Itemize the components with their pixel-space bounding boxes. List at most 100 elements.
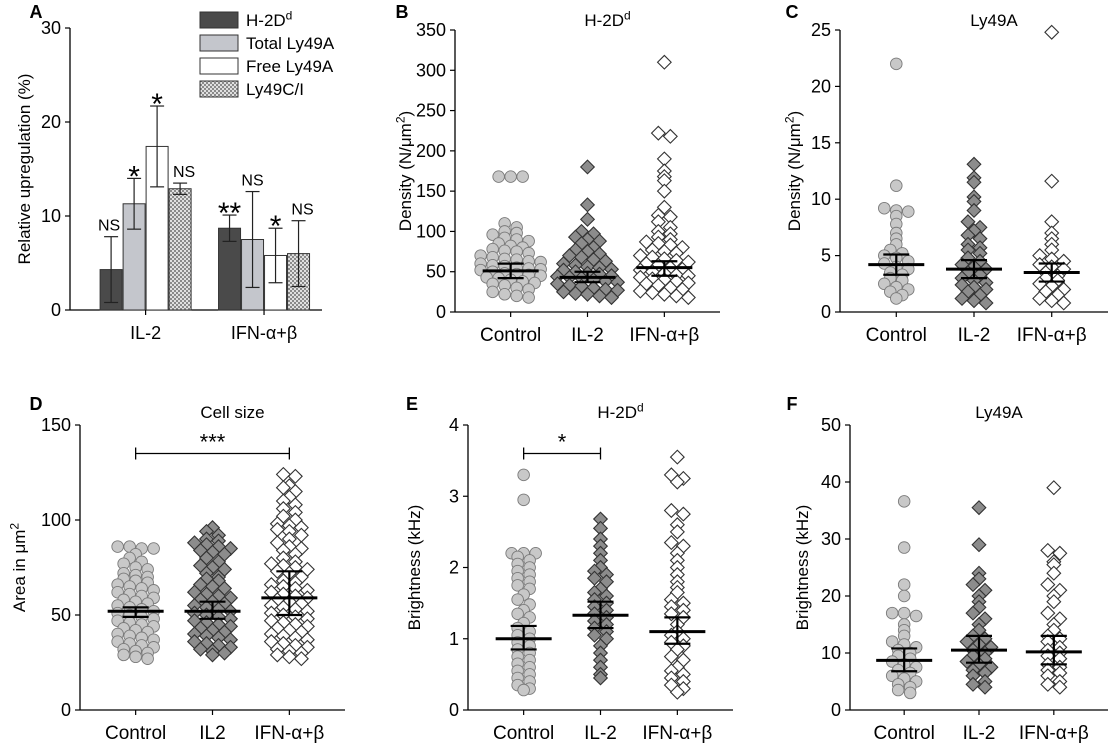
data-point xyxy=(978,295,994,311)
group-IFN-α+β xyxy=(261,466,318,667)
y-tick-label: 30 xyxy=(41,18,61,38)
data-point xyxy=(959,634,975,650)
data-point xyxy=(977,679,993,695)
y-axis-label: Relative upregulation (%) xyxy=(15,74,34,265)
x-tick-label: Control xyxy=(866,325,927,346)
x-tick-label: IFN-α+β xyxy=(231,323,297,343)
data-point xyxy=(603,289,620,306)
panel-letter: C xyxy=(786,2,799,22)
group-Control xyxy=(876,495,933,700)
data-point xyxy=(498,288,511,301)
data-point xyxy=(579,159,596,175)
chart-title: Ly49A xyxy=(970,11,1018,30)
data-point xyxy=(141,652,154,665)
data-point xyxy=(890,292,903,305)
y-tick-label: 0 xyxy=(831,700,841,720)
data-point xyxy=(281,649,297,665)
group-Control xyxy=(474,170,547,304)
y-tick-label: 2 xyxy=(449,558,459,578)
significance-label: * xyxy=(151,88,163,121)
y-tick-label: 30 xyxy=(821,529,841,549)
y-tick-label: 20 xyxy=(821,586,841,606)
data-point xyxy=(669,684,685,700)
data-point xyxy=(680,289,696,306)
data-point xyxy=(663,534,679,551)
group-IL-2 xyxy=(951,500,1007,695)
group-IL-2 xyxy=(572,511,629,686)
data-point xyxy=(890,57,903,71)
panel-c: 0 5 10 15 20 25 C Density (N/μm2) Ly49A Control IL… xyxy=(783,2,1108,346)
data-point xyxy=(1046,594,1062,610)
y-tick-label: 300 xyxy=(416,60,446,80)
y-tick-label: 150 xyxy=(41,415,71,435)
legend-swatch xyxy=(199,57,239,75)
x-tick-label: IL-2 xyxy=(584,723,617,744)
data-point xyxy=(669,524,685,540)
significance-label: * xyxy=(558,430,567,455)
y-tick-label: 10 xyxy=(41,206,61,226)
chart-title: Ly49A xyxy=(975,403,1023,422)
y-tick-label: 50 xyxy=(821,415,841,435)
data-point xyxy=(1052,545,1068,561)
data-point xyxy=(966,202,982,219)
data-point xyxy=(592,670,609,686)
x-tick-label: IFN-α+β xyxy=(629,325,699,346)
data-point xyxy=(1044,173,1060,189)
y-tick-label: 40 xyxy=(821,472,841,492)
group-Control xyxy=(107,540,164,665)
y-tick-label: 1 xyxy=(449,629,459,649)
group-IFN-α+β xyxy=(1025,480,1082,695)
data-point xyxy=(650,125,666,141)
data-point xyxy=(885,669,899,683)
x-tick-label: IL-2 xyxy=(130,323,161,343)
data-point xyxy=(591,288,608,304)
y-tick-label: 25 xyxy=(811,20,831,40)
data-point xyxy=(971,537,987,553)
data-point xyxy=(897,606,911,620)
x-tick-label: IFN-α+β xyxy=(1017,325,1087,346)
y-tick-label: 350 xyxy=(416,20,446,40)
panel-letter: B xyxy=(396,2,409,22)
data-point xyxy=(504,170,517,183)
data-point xyxy=(555,284,572,300)
data-point xyxy=(965,605,981,621)
significance-label: *** xyxy=(200,430,226,455)
y-tick-label: 20 xyxy=(41,112,61,132)
y-tick-label: 100 xyxy=(416,221,446,241)
group-IL-2 xyxy=(946,156,1002,311)
data-point xyxy=(1046,480,1062,496)
data-point xyxy=(586,627,603,643)
data-point xyxy=(1044,293,1060,309)
data-point xyxy=(567,285,584,302)
chart-title: H-2Dd xyxy=(597,401,643,422)
data-point xyxy=(511,593,524,606)
data-point xyxy=(1040,577,1056,593)
y-tick-label: 10 xyxy=(811,189,831,209)
x-tick-label: IL-2 xyxy=(958,325,991,346)
data-point xyxy=(897,578,911,591)
data-point xyxy=(966,293,982,309)
data-point xyxy=(891,683,905,697)
panel-letter: D xyxy=(30,394,43,414)
panel-letter: E xyxy=(406,394,418,414)
group-IFN-α+β xyxy=(632,54,696,306)
data-point xyxy=(656,183,672,199)
data-point xyxy=(668,288,684,304)
x-tick-label: IL-2 xyxy=(571,325,604,346)
data-point xyxy=(965,676,981,692)
data-point xyxy=(669,449,685,465)
y-tick-label: 5 xyxy=(821,246,831,266)
data-point xyxy=(486,285,499,299)
data-point xyxy=(293,651,309,667)
y-tick-label: 150 xyxy=(416,181,446,201)
x-tick-label: Control xyxy=(480,325,541,346)
data-point xyxy=(192,641,209,657)
data-point xyxy=(579,197,596,213)
x-tick-label: Control xyxy=(493,723,554,744)
legend-label: H-2Dd xyxy=(246,9,292,30)
data-point xyxy=(579,286,596,302)
x-tick-label: IFN-α+β xyxy=(1019,723,1089,744)
